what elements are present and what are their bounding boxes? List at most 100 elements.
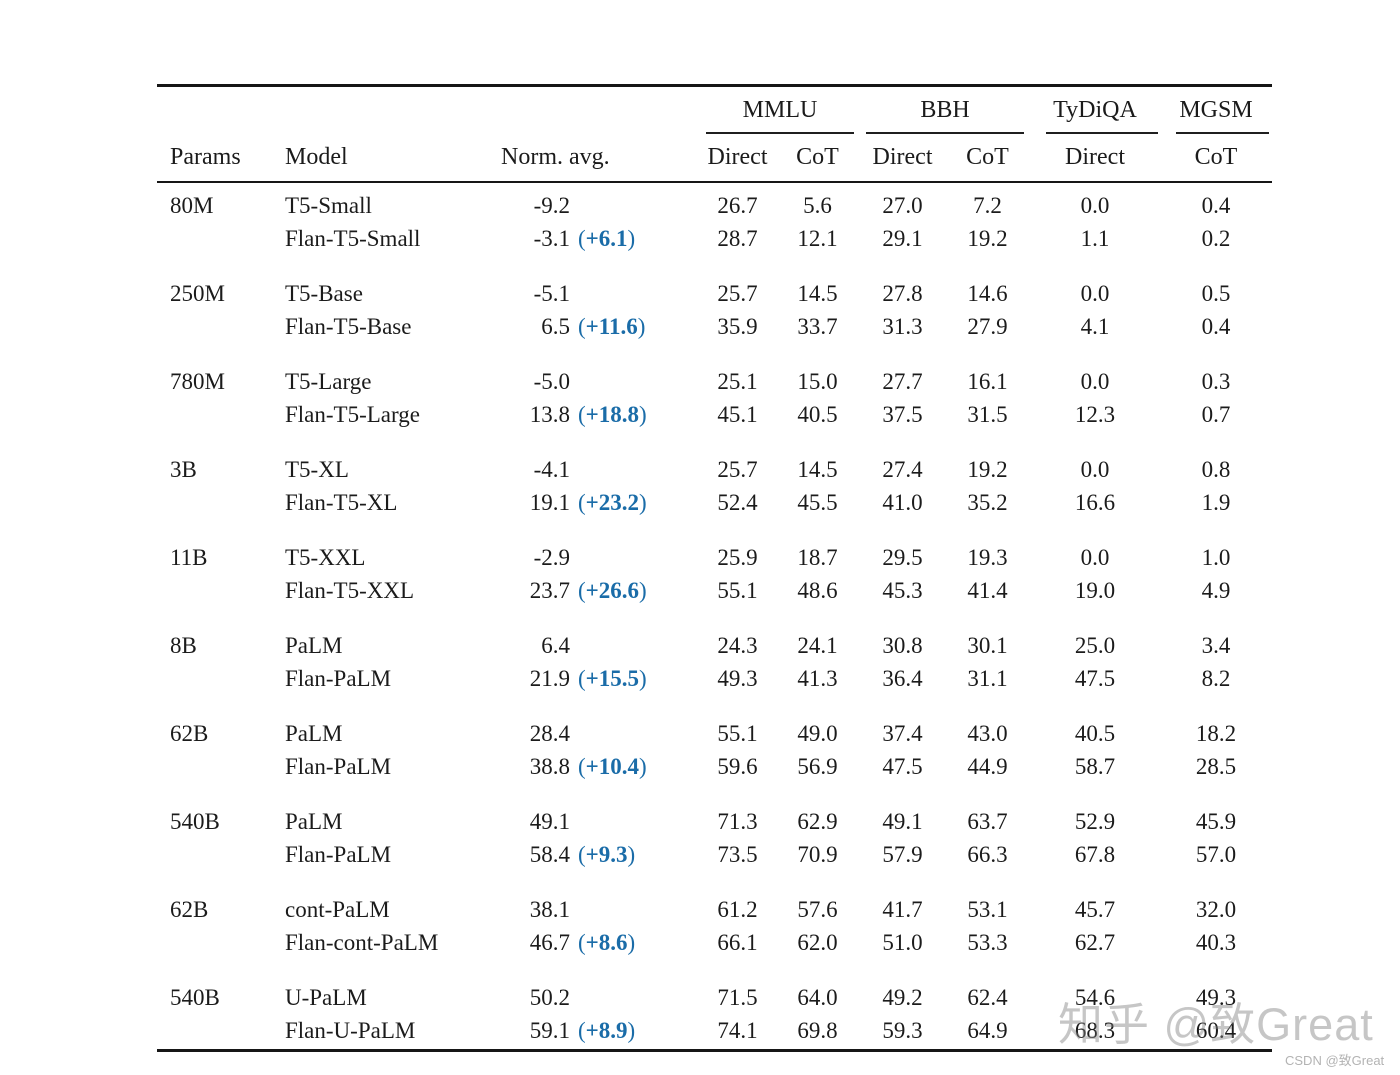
table-row: 250M T5-Base -5.1 25.7 14.5 27.8 14.6 0.0 0.5 [157, 277, 1272, 310]
cell-mmlu-cot: 40.5 [797, 402, 838, 427]
cell-bbh-cot: 30.1 [967, 633, 1008, 658]
cell-mmlu-direct: 55.1 [717, 721, 758, 746]
cell-params: 540B [170, 985, 220, 1010]
cell-norm-avg: 38.1 [497, 893, 700, 926]
cell-bbh-cot: 43.0 [967, 721, 1008, 746]
cell-bbh-direct: 31.3 [882, 314, 923, 339]
cell-bbh-direct: 47.5 [882, 754, 923, 779]
norm-avg-value: -5.0 [533, 369, 570, 394]
cell-model: PaLM [285, 721, 343, 746]
norm-avg-value: 28.4 [529, 721, 570, 746]
cell-mmlu-cot: 57.6 [797, 897, 838, 922]
norm-avg-delta: (+26.6) [578, 578, 647, 603]
group-header-tydiqa: TyDiQA [1030, 87, 1160, 134]
cell-norm-avg: 59.1 (+8.9) [497, 1014, 700, 1047]
cell-mmlu-cot: 69.8 [797, 1018, 838, 1043]
cell-params: 3B [170, 457, 197, 482]
cell-norm-avg: 49.1 [497, 805, 700, 838]
cell-mmlu-direct: 25.9 [717, 545, 758, 570]
cell-mmlu-direct: 35.9 [717, 314, 758, 339]
cell-bbh-direct: 41.7 [882, 897, 923, 922]
cell-bbh-direct: 27.8 [882, 281, 923, 306]
norm-avg-delta: (+10.4) [578, 754, 647, 779]
norm-avg-delta: (+15.5) [578, 666, 647, 691]
col-header-norm-avg: Norm. avg. [501, 144, 610, 170]
cell-bbh-direct: 37.5 [882, 402, 923, 427]
cell-bbh-direct: 27.4 [882, 457, 923, 482]
table-row: 62B PaLM 28.4 55.1 49.0 37.4 43.0 40.5 18.2 [157, 717, 1272, 750]
cell-mmlu-direct: 25.1 [717, 369, 758, 394]
group-underline [1176, 132, 1269, 134]
col-header-mmlu-cot: CoT [796, 144, 839, 170]
cell-mmlu-direct: 52.4 [717, 490, 758, 515]
table-header-column-row: Params Model Norm. avg. Direct CoT Direc… [157, 134, 1272, 183]
cell-tydiqa-direct: 54.6 [1074, 985, 1116, 1010]
cell-tydiqa-direct: 45.7 [1074, 897, 1116, 922]
table-row: Flan-T5-Small -3.1 (+6.1) 28.7 12.1 29.1 19.2 1… [157, 222, 1272, 255]
group-label: MGSM [1179, 97, 1253, 123]
cell-norm-avg: 23.7 (+26.6) [497, 574, 700, 607]
cell-mgsm-cot: 40.3 [1195, 930, 1237, 955]
cell-model: Flan-PaLM [285, 842, 392, 867]
cell-model: Flan-cont-PaLM [285, 930, 439, 955]
cell-mmlu-cot: 41.3 [797, 666, 838, 691]
cell-tydiqa-direct: 4.1 [1080, 314, 1110, 339]
cell-tydiqa-direct: 0.0 [1080, 369, 1110, 394]
cell-model: PaLM [285, 809, 343, 834]
cell-mgsm-cot: 4.9 [1201, 578, 1231, 603]
cell-bbh-direct: 51.0 [882, 930, 923, 955]
cell-tydiqa-direct: 47.5 [1074, 666, 1116, 691]
cell-params: 780M [170, 369, 225, 394]
cell-mgsm-cot: 60.4 [1195, 1018, 1237, 1043]
cell-norm-avg: 46.7 (+8.6) [497, 926, 700, 959]
cell-bbh-cot: 62.4 [967, 985, 1008, 1010]
cell-params: 11B [170, 545, 208, 570]
norm-avg-delta: (+8.9) [578, 1018, 636, 1043]
norm-avg-value: 50.2 [529, 985, 570, 1010]
cell-tydiqa-direct: 52.9 [1074, 809, 1116, 834]
cell-mgsm-cot: 0.4 [1201, 314, 1231, 339]
group-label: BBH [920, 97, 970, 123]
cell-bbh-direct: 29.1 [882, 226, 923, 251]
cell-model: Flan-T5-Base [285, 314, 412, 339]
col-header-model: Model [285, 144, 348, 170]
cell-mgsm-cot: 0.8 [1201, 457, 1231, 482]
group-header-mgsm: MGSM [1160, 87, 1272, 134]
cell-params: 62B [170, 721, 209, 746]
cell-mgsm-cot: 32.0 [1195, 897, 1237, 922]
norm-avg-value: -4.1 [533, 457, 570, 482]
cell-mmlu-cot: 14.5 [797, 281, 838, 306]
group-underline [1046, 132, 1158, 134]
cell-mmlu-direct: 49.3 [717, 666, 758, 691]
cell-bbh-direct: 36.4 [882, 666, 923, 691]
table-row: Flan-T5-XL 19.1 (+23.2) 52.4 45.5 41.0 35.2 16.… [157, 486, 1272, 519]
cell-bbh-direct: 41.0 [882, 490, 923, 515]
table-row: Flan-T5-Base 6.5 (+11.6) 35.9 33.7 31.3 27.9 4.… [157, 310, 1272, 343]
cell-bbh-cot: 31.5 [967, 402, 1008, 427]
norm-avg-delta: (+18.8) [578, 402, 647, 427]
col-header-mgsm-cot: CoT [1194, 144, 1238, 170]
cell-model: Flan-PaLM [285, 754, 392, 779]
norm-avg-value: 21.9 [529, 666, 570, 691]
col-header-bbh-direct: Direct [872, 144, 933, 170]
cell-mmlu-cot: 70.9 [797, 842, 838, 867]
norm-avg-value: 59.1 [529, 1018, 570, 1043]
cell-mmlu-cot: 24.1 [797, 633, 838, 658]
cell-bbh-cot: 19.2 [967, 226, 1008, 251]
cell-mgsm-cot: 18.2 [1195, 721, 1237, 746]
table-row: 80M T5-Small -9.2 26.7 5.6 27.0 7.2 0.0 0.4 [157, 189, 1272, 222]
table-header-group-row: MMLU BBH TyDiQA MGSM [157, 87, 1272, 134]
cell-norm-avg: -4.1 [497, 453, 700, 486]
cell-mmlu-cot: 56.9 [797, 754, 838, 779]
cell-params: 8B [170, 633, 197, 658]
cell-bbh-direct: 27.0 [882, 193, 923, 218]
cell-params: 62B [170, 897, 209, 922]
cell-bbh-cot: 66.3 [967, 842, 1008, 867]
cell-norm-avg: -2.9 [497, 541, 700, 574]
table-row: 62B cont-PaLM 38.1 61.2 57.6 41.7 53.1 45.7 32.0 [157, 893, 1272, 926]
cell-norm-avg: 58.4 (+9.3) [497, 838, 700, 871]
cell-tydiqa-direct: 12.3 [1074, 402, 1116, 427]
table-row: 540B PaLM 49.1 71.3 62.9 49.1 63.7 52.9 45.9 [157, 805, 1272, 838]
cell-bbh-cot: 41.4 [967, 578, 1008, 603]
cell-mgsm-cot: 1.9 [1201, 490, 1231, 515]
